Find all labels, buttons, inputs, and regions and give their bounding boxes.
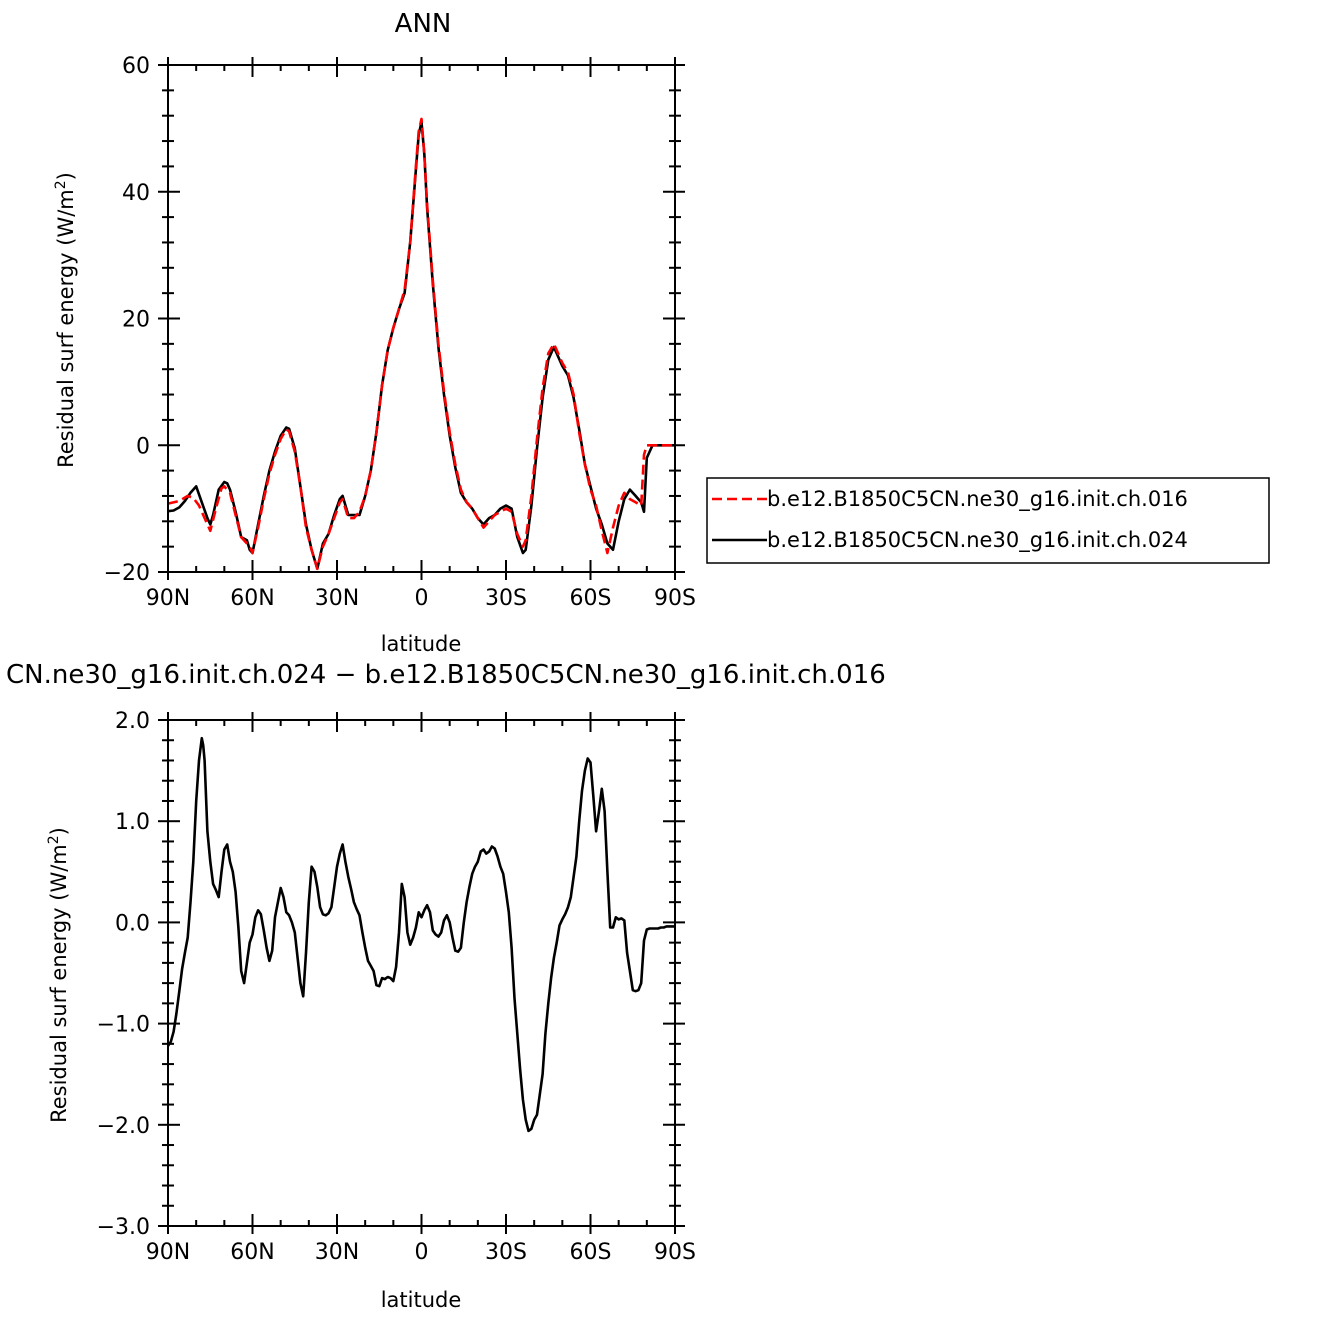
bottom-y-axis-label: Residual surf energy (W/m2) — [46, 827, 71, 1123]
bottom-x-tick-labels: 90N 60N 30N 0 30S 60S 90S — [146, 1240, 696, 1265]
y-tick-label: 0 — [136, 434, 150, 459]
top-y-axis-label: Residual surf energy (W/m2) — [53, 172, 78, 468]
y-tick-label: 1.0 — [115, 810, 150, 835]
bottom-plot-frame — [167, 719, 676, 1227]
bottom-axis-ticks — [158, 712, 685, 1234]
x-tick-label: 60N — [230, 586, 274, 611]
top-chart-title: ANN — [395, 9, 452, 39]
y-tick-label: 0.0 — [115, 911, 150, 936]
x-tick-label: 90S — [654, 586, 696, 611]
legend-entry-016: b.e12.B1850C5CN.ne30_g16.init.ch.016 — [767, 487, 1188, 512]
x-tick-label: 60N — [230, 1240, 274, 1265]
y-tick-label: −3.0 — [97, 1215, 150, 1240]
legend-entry-024: b.e12.B1850C5CN.ne30_g16.init.ch.024 — [767, 528, 1188, 553]
series-line-0-1 — [167, 120, 675, 571]
x-tick-label: 30S — [485, 1240, 527, 1265]
legend-box — [706, 477, 1270, 564]
x-tick-label: 0 — [415, 1240, 429, 1265]
top-panel: ANN 90N 60N 30N 0 30S 60S 90S −20 0 20 40 60 latit… — [53, 9, 696, 656]
series-line-1-0 — [166, 736, 675, 1133]
bottom-x-axis-label: latitude — [381, 1288, 462, 1312]
x-tick-label: 90S — [654, 1240, 696, 1265]
top-plot-frame — [167, 64, 676, 573]
y-tick-label: 2.0 — [115, 709, 150, 734]
y-tick-label: −2.0 — [97, 1114, 150, 1139]
top-x-tick-labels: 90N 60N 30N 0 30S 60S 90S — [146, 586, 696, 611]
y-tick-label: 20 — [122, 308, 150, 333]
bottom-series-group — [166, 736, 675, 1133]
top-x-axis-label: latitude — [381, 632, 462, 656]
series-line-0-0 — [167, 117, 675, 571]
y-tick-label: 60 — [122, 54, 150, 79]
top-y-tick-labels: −20 0 20 40 60 — [104, 54, 150, 586]
legend: b.e12.B1850C5CN.ne30_g16.init.ch.016 b.e… — [706, 477, 1270, 564]
bottom-y-tick-labels: −3.0 −2.0 −1.0 0.0 1.0 2.0 — [97, 709, 150, 1240]
y-tick-label: 40 — [122, 181, 150, 206]
x-tick-label: 60S — [570, 586, 612, 611]
top-series-group — [167, 117, 675, 571]
x-tick-label: 30N — [315, 586, 359, 611]
x-tick-label: 90N — [146, 1240, 190, 1265]
y-tick-label: −20 — [104, 561, 150, 586]
x-tick-label: 90N — [146, 586, 190, 611]
x-tick-label: 0 — [415, 586, 429, 611]
x-tick-label: 30S — [485, 586, 527, 611]
x-tick-label: 30N — [315, 1240, 359, 1265]
y-tick-label: −1.0 — [97, 1013, 150, 1038]
bottom-chart-title: CN.ne30_g16.init.ch.024 − b.e12.B1850C5C… — [6, 660, 886, 690]
bottom-panel: CN.ne30_g16.init.ch.024 − b.e12.B1850C5C… — [6, 660, 886, 1312]
x-tick-label: 60S — [570, 1240, 612, 1265]
